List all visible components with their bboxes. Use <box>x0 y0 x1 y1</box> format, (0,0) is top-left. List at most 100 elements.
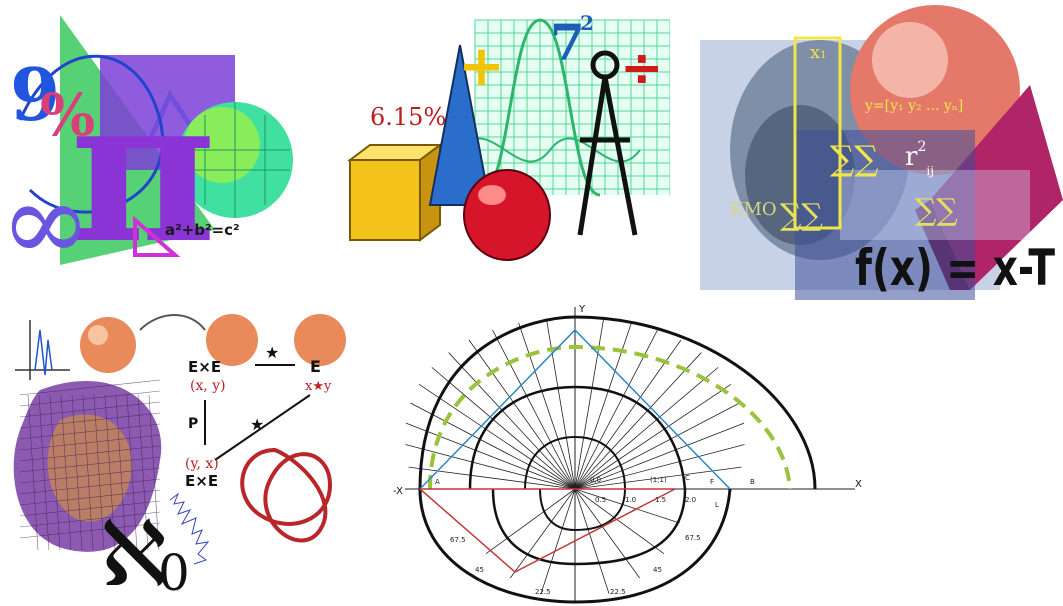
tick-label: 1.5 <box>655 496 666 504</box>
blue-cone <box>428 44 492 206</box>
plus-sign: + <box>458 34 505 99</box>
r-label: r2ij <box>905 139 934 178</box>
outer-spiral <box>418 315 817 490</box>
panel-topology: E×E (x, y) ★ E x★y P (y, x) E×E ★ ℵ 0 <box>13 314 346 606</box>
panel-statistics: x1 y=[y₁ y₂ ... yₙ] r2ij KMO ∑∑ ∑∑ ∑∑ f(… <box>700 5 1063 300</box>
torus-shade <box>47 414 132 522</box>
radial-line <box>468 339 576 490</box>
sigma-1: ∑∑ <box>830 139 879 179</box>
e-target: E <box>310 357 321 376</box>
translucent-box-2 <box>840 170 1030 240</box>
star-top: ★ <box>265 343 279 362</box>
curved-arrow <box>139 314 206 331</box>
mesh-line <box>82 394 94 551</box>
mesh-line <box>19 511 161 528</box>
diagram-bg <box>385 302 865 606</box>
graph-paper <box>475 20 670 195</box>
radial-line <box>574 488 665 554</box>
brownian-path <box>169 492 210 565</box>
mesh-line <box>38 394 50 551</box>
aleph-glyph: ℵ <box>100 502 167 606</box>
mesh-line <box>115 394 127 551</box>
spiral-line <box>18 54 164 214</box>
exe-top: E×E <box>188 358 221 376</box>
radial-line <box>574 488 610 594</box>
lower-spiral <box>418 488 732 604</box>
yx-bottom: (y, x) <box>185 456 219 472</box>
radial-line <box>410 402 576 490</box>
green-dashed-curve <box>428 344 792 490</box>
mesh-line <box>126 394 138 551</box>
pi-glyph: π <box>70 53 216 288</box>
y-axis-label: Y <box>578 304 586 315</box>
sphere-mid <box>206 314 258 366</box>
red-triangle <box>419 488 676 573</box>
radial-line <box>574 352 702 490</box>
radial-line <box>510 488 576 579</box>
radial-line <box>492 329 576 490</box>
sigma-2: ∑∑ <box>780 198 823 233</box>
star-mid: ★ <box>250 415 264 434</box>
radial-line <box>574 466 742 490</box>
tick-label: (1;1) <box>650 476 667 484</box>
tick-label: 67.5 <box>450 536 466 544</box>
signal-plot <box>15 320 70 380</box>
radial-line <box>540 488 576 594</box>
torus-mesh <box>19 379 161 551</box>
mesh-line <box>19 434 161 451</box>
pink-sphere-shine <box>872 22 948 98</box>
sphere-left <box>80 317 136 373</box>
tick-label: L <box>715 501 719 509</box>
radial-line <box>574 339 682 490</box>
fx-formula: f(x) = x-T <box>855 239 1055 297</box>
radial-line <box>574 444 745 490</box>
tick-label: 0.5 <box>595 496 606 504</box>
x-pos-label: X <box>855 479 862 490</box>
mesh-line <box>19 456 161 473</box>
yellow-matrix <box>793 36 842 230</box>
aleph-sub: 0 <box>158 544 190 602</box>
percent-glyph: % <box>40 81 95 149</box>
radial-line <box>574 367 719 490</box>
tick-labels: 67.5 67.5 45 45 22.5 22.5 0.5 1.0 1.5 2.0 (1;1) 0,0… <box>435 474 755 596</box>
tick-label: F <box>710 478 714 486</box>
mesh-line <box>19 500 161 517</box>
tick-label: 0,0 <box>590 476 601 484</box>
sigma-3: ∑∑ <box>915 193 958 228</box>
mesh-line <box>93 394 105 551</box>
green-sphere-highlight <box>184 107 260 183</box>
tick-label: 2.0 <box>685 496 696 504</box>
mesh-line <box>60 394 72 551</box>
mesh-line <box>71 394 83 551</box>
nine-glyph: 9 <box>10 52 60 137</box>
tick-label: 45 <box>475 566 484 574</box>
red-sphere-shine <box>478 185 506 205</box>
tick-label: A <box>435 478 440 486</box>
compass-tool <box>577 50 638 236</box>
yellow-cube-front <box>349 159 421 241</box>
radial-line <box>405 444 576 490</box>
mesh-line <box>19 401 161 418</box>
mesh-line <box>49 394 61 551</box>
blue-triangle <box>419 328 731 490</box>
radial-line <box>518 322 576 490</box>
xy-top: (x, y) <box>190 378 226 394</box>
sphere-grid <box>180 102 290 218</box>
mesh-line <box>19 489 161 506</box>
xstar-y: x★y <box>305 379 332 394</box>
bell-curve <box>479 18 601 197</box>
tick-label: 22.5 <box>610 588 626 596</box>
mesh-line <box>137 394 149 551</box>
p-label: P <box>188 416 198 432</box>
percent-label: 6.15% <box>370 103 446 131</box>
radial-line <box>574 488 680 524</box>
mesh-line <box>19 390 161 407</box>
radial-line <box>485 488 576 554</box>
radial-line <box>418 383 576 490</box>
red-sphere <box>463 169 551 261</box>
mesh-line <box>19 478 161 495</box>
radial-line <box>431 367 576 490</box>
sphere-right <box>294 314 346 366</box>
tick-label: 22.5 <box>535 588 551 596</box>
mesh-line <box>19 379 161 396</box>
